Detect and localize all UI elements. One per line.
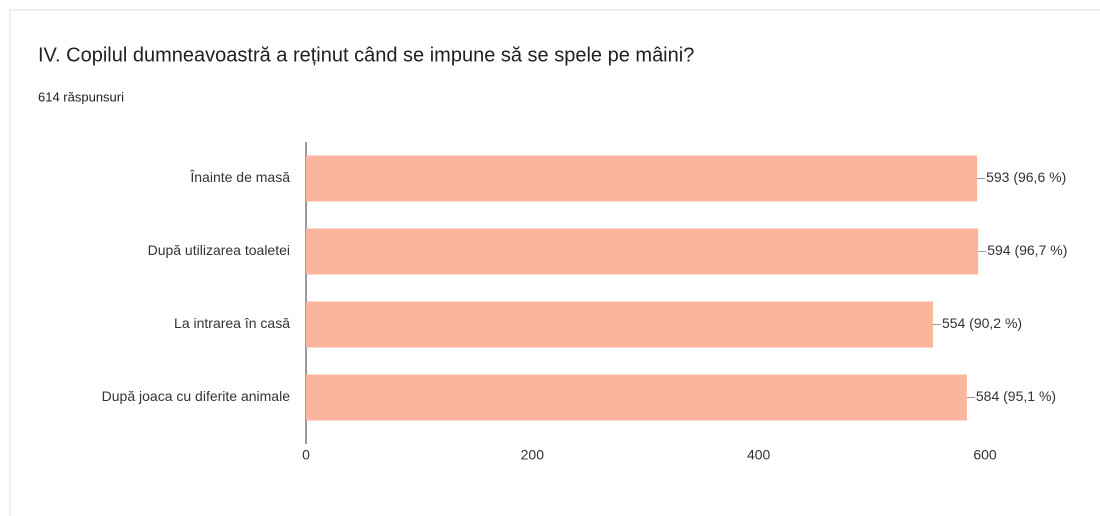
value-label: 554 (90,2 %) [942,315,1022,331]
value-label: 593 (96,6 %) [986,169,1066,185]
x-tick-label: 400 [747,447,771,463]
chart-title: IV. Copilul dumneavoastră a reținut când… [38,44,694,66]
y-tick-label: După joaca cu diferite animale [102,388,291,404]
value-label: 584 (95,1 %) [976,388,1056,404]
bar [306,374,967,421]
x-tick-label: 200 [521,447,545,463]
x-tick-label: 0 [302,447,310,463]
bar [306,228,979,275]
chart-subtitle: 614 răspunsuri [38,89,124,104]
bar [306,301,933,348]
bar [306,155,978,202]
y-tick-label: Înainte de masă [189,169,290,185]
x-tick-label: 600 [973,447,997,463]
y-tick-label: După utilizarea toaletei [148,242,290,258]
y-tick-label: La intrarea în casă [174,315,290,331]
value-label: 594 (96,7 %) [987,242,1067,258]
